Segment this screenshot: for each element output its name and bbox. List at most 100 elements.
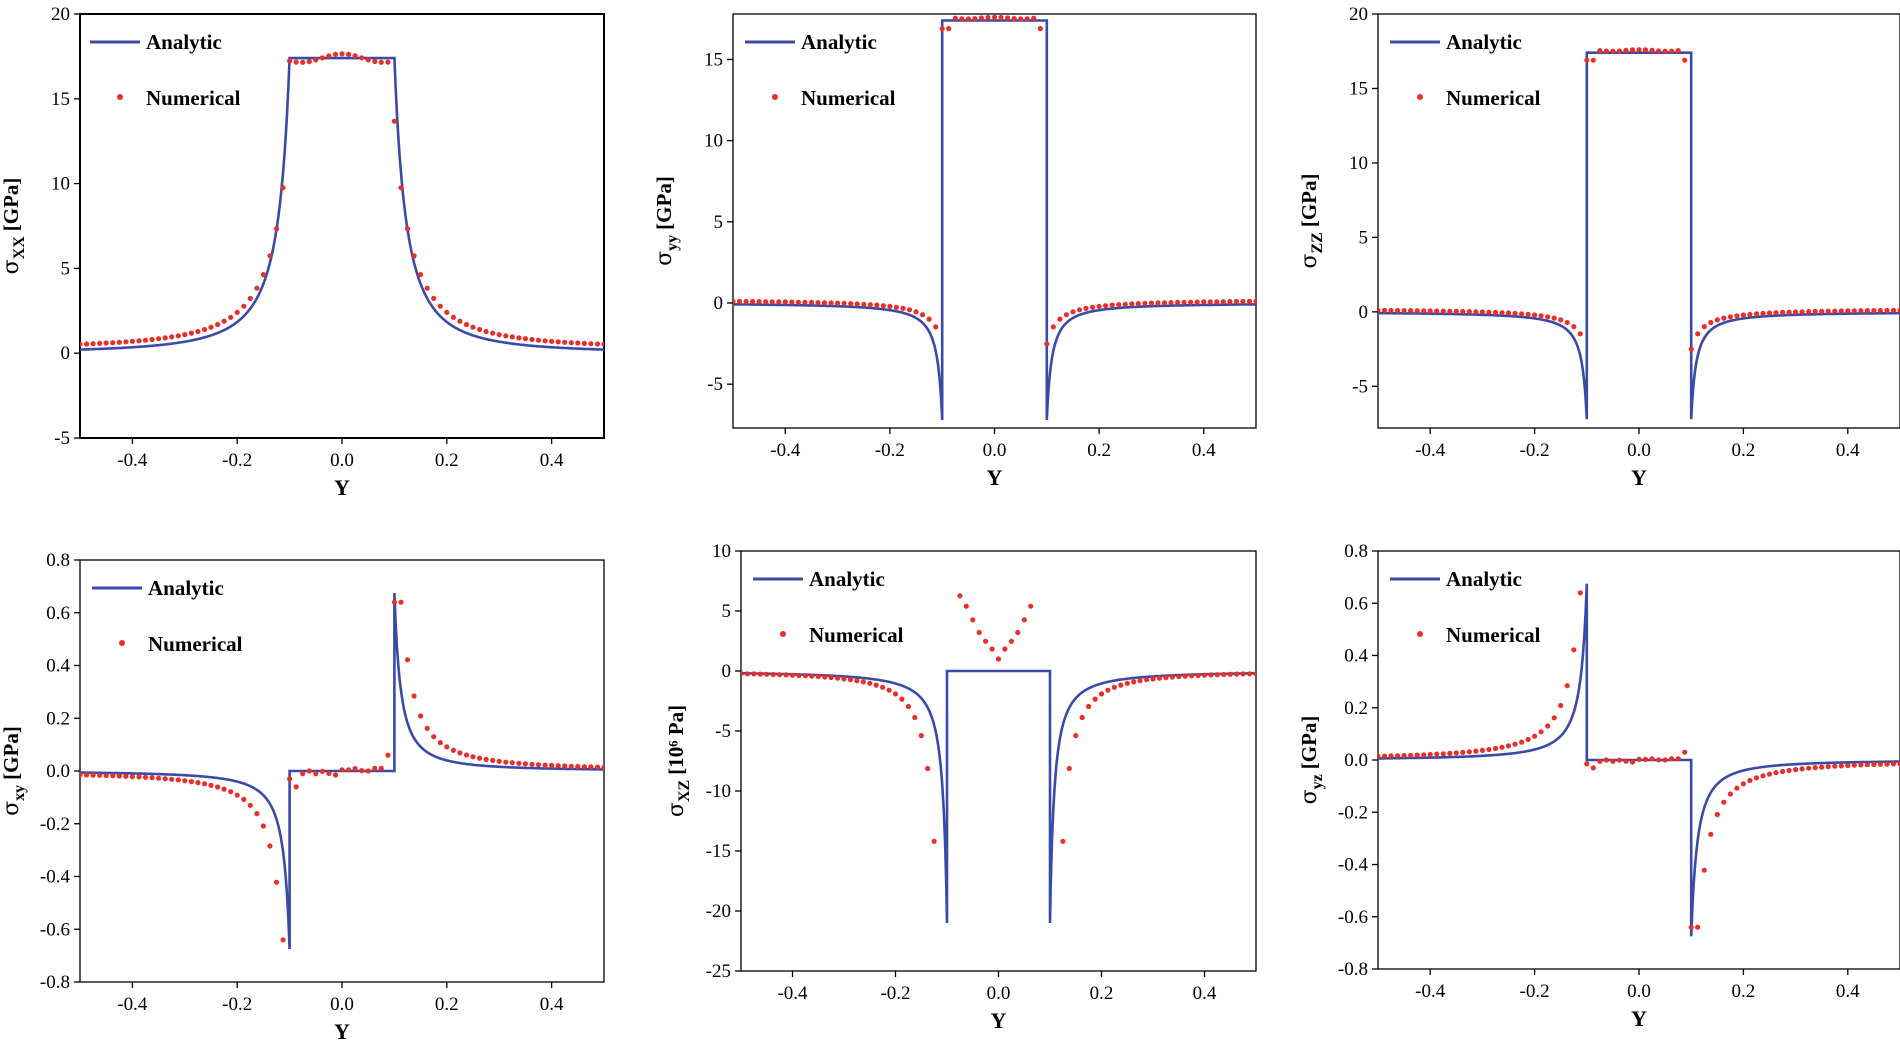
numerical-point xyxy=(892,691,899,697)
numerical-point xyxy=(867,302,873,308)
numerical-point xyxy=(562,763,568,769)
numerical-point xyxy=(1799,766,1805,772)
numerical-point xyxy=(1577,331,1583,337)
numerical-point xyxy=(1812,308,1818,315)
x-tick-label: 0.2 xyxy=(1087,440,1111,461)
numerical-point xyxy=(1519,739,1525,745)
x-axis-label: Y xyxy=(991,1008,1007,1033)
numerical-point xyxy=(873,682,879,688)
numerical-point xyxy=(535,337,542,343)
numerical-point xyxy=(1253,671,1256,677)
y-tick-label: 5 xyxy=(714,212,724,233)
numerical-point xyxy=(1021,617,1027,623)
y-tick-label: -0.4 xyxy=(1338,855,1369,876)
numerical-point xyxy=(1766,310,1773,316)
numerical-point xyxy=(815,673,821,680)
numerical-point xyxy=(1096,303,1102,309)
x-axis-label: Y xyxy=(334,475,350,500)
numerical-point xyxy=(1060,838,1066,844)
y-tick-label: 0.2 xyxy=(1344,698,1368,719)
numerical-point xyxy=(228,789,234,795)
numerical-point xyxy=(1884,307,1890,314)
y-tick-label: 0.6 xyxy=(1344,593,1368,614)
numerical-point xyxy=(404,657,411,663)
numerical-point xyxy=(912,714,918,721)
legend-numerical-label: Numerical xyxy=(146,86,241,110)
legend: Analytic Numerical xyxy=(1390,567,1541,647)
numerical-point xyxy=(418,272,424,278)
numerical-point xyxy=(346,767,352,773)
numerical-point xyxy=(1002,646,1008,652)
numerical-point xyxy=(989,646,995,652)
numerical-point xyxy=(854,301,860,307)
numerical-point xyxy=(581,764,588,770)
numerical-point xyxy=(1163,674,1169,681)
numerical-point xyxy=(260,272,266,278)
numerical-point xyxy=(1629,47,1636,53)
numerical-point xyxy=(463,752,470,758)
numerical-point xyxy=(1447,750,1453,757)
numerical-point xyxy=(1721,799,1727,805)
plot-frame xyxy=(1377,13,1900,429)
numerical-point xyxy=(751,671,757,677)
y-axis-label: σZZ [GPa] xyxy=(1297,173,1326,268)
legend-numerical-swatch xyxy=(780,631,786,637)
numerical-point xyxy=(470,754,476,760)
numerical-point xyxy=(398,599,404,605)
x-axis-label: Y xyxy=(334,1019,350,1041)
x-tick-label: 0.0 xyxy=(1627,981,1651,1002)
numerical-point xyxy=(1806,309,1812,315)
numerical-point xyxy=(254,285,260,291)
numerical-point xyxy=(1156,675,1162,681)
y-axis-label: σXX [GPa] xyxy=(0,178,28,275)
numerical-point xyxy=(1111,684,1117,690)
x-tick-label: 0.4 xyxy=(1836,440,1860,461)
numerical-point xyxy=(90,772,96,778)
numerical-point xyxy=(169,776,175,782)
numerical-point xyxy=(300,771,306,777)
numerical-point xyxy=(796,672,802,679)
x-tick-label: -0.4 xyxy=(1415,440,1446,461)
legend-numerical-swatch xyxy=(117,94,123,100)
numerical-point xyxy=(985,14,991,21)
numerical-point xyxy=(1584,57,1590,63)
numerical-point xyxy=(437,740,443,746)
numerical-point xyxy=(770,671,776,678)
x-tick-label: 0.0 xyxy=(1627,440,1651,461)
numerical-point xyxy=(496,758,502,764)
legend-numerical-swatch xyxy=(1417,631,1423,637)
numerical-point xyxy=(1753,775,1760,781)
numerical-point xyxy=(733,298,736,304)
numerical-point xyxy=(1675,48,1681,54)
numerical-point xyxy=(1408,308,1414,314)
numerical-point xyxy=(1623,758,1629,764)
numerical-point xyxy=(293,59,299,65)
x-tick-label: -0.4 xyxy=(777,983,808,1004)
x-tick-label: -0.2 xyxy=(1520,981,1550,1002)
numerical-point xyxy=(195,780,201,786)
numerical-point xyxy=(1161,300,1168,306)
numerical-point xyxy=(156,336,162,342)
numerical-point xyxy=(1181,299,1187,305)
legend-numerical-label: Numerical xyxy=(148,632,243,656)
numerical-point xyxy=(1708,319,1714,326)
numerical-point xyxy=(529,761,535,767)
y-tick-label: -5 xyxy=(54,428,70,449)
analytic-series-line xyxy=(80,56,604,351)
numerical-point xyxy=(1727,791,1733,797)
numerical-point xyxy=(116,773,122,779)
numerical-point xyxy=(835,675,841,681)
numerical-point xyxy=(1479,747,1485,754)
analytic-series-line xyxy=(733,19,1256,420)
y-tick-label: 0.6 xyxy=(46,603,70,624)
numerical-point xyxy=(1740,312,1746,318)
numerical-point xyxy=(1073,733,1079,739)
numerical-point xyxy=(1008,638,1015,644)
numerical-point xyxy=(821,300,828,306)
x-tick-label: 0.0 xyxy=(330,450,354,471)
numerical-point xyxy=(1395,753,1401,759)
legend-analytic-label: Analytic xyxy=(1446,30,1522,54)
numerical-point xyxy=(743,298,749,305)
numerical-point xyxy=(828,674,834,681)
plot-frame xyxy=(740,550,1257,972)
